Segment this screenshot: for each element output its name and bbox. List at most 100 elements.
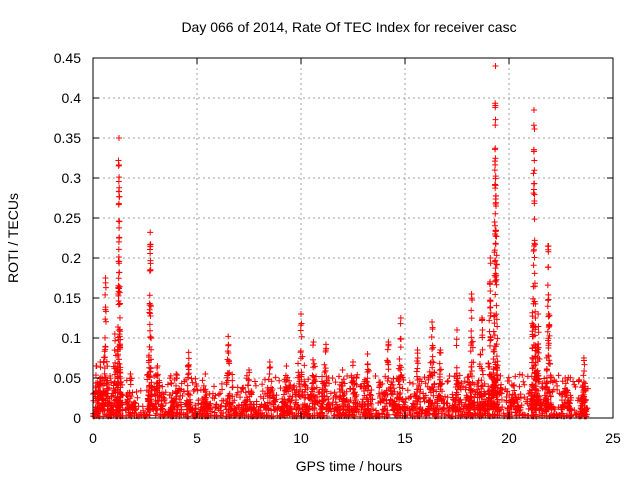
data-point: [173, 382, 180, 389]
chart-title: Day 066 of 2014, Rate Of TEC Index for r…: [181, 19, 516, 35]
data-point: [421, 374, 428, 381]
data-point: [146, 292, 153, 299]
data-point: [111, 380, 118, 387]
data-point: [480, 401, 487, 408]
data-point: [453, 370, 460, 377]
data-point: [581, 393, 588, 400]
data-point: [211, 383, 218, 390]
data-point: [181, 388, 188, 395]
data-point: [430, 392, 437, 399]
data-point: [102, 346, 109, 353]
data-point: [115, 188, 122, 195]
data-point: [377, 379, 384, 386]
data-point: [288, 405, 295, 412]
data-point: [310, 339, 317, 345]
data-point: [449, 391, 456, 398]
data-point: [436, 360, 443, 367]
data-point: [168, 405, 175, 412]
data-point: [579, 383, 586, 390]
data-point: [510, 383, 517, 389]
data-point: [307, 391, 314, 398]
data-point: [521, 394, 528, 401]
data-point: [376, 384, 383, 391]
data-point: [124, 396, 131, 403]
data-point: [487, 260, 494, 267]
data-point: [349, 411, 356, 418]
data-point: [467, 380, 474, 387]
data-point: [414, 354, 421, 361]
data-point: [185, 363, 192, 370]
data-point: [414, 373, 421, 380]
data-point: [302, 382, 309, 389]
data-point: [220, 409, 227, 416]
data-point: [534, 354, 541, 361]
y-axis-title: ROTI / TECUs: [5, 193, 21, 283]
data-point: [482, 412, 489, 419]
data-point: [349, 379, 356, 386]
data-point: [293, 406, 300, 413]
data-point: [544, 366, 551, 373]
data-point: [363, 378, 370, 385]
data-point: [427, 359, 434, 366]
data-point: [352, 403, 359, 410]
data-point: [225, 333, 232, 340]
data-point: [295, 360, 302, 367]
data-point: [117, 328, 124, 335]
data-point: [414, 389, 421, 396]
data-point: [271, 398, 278, 405]
data-point: [261, 401, 268, 408]
data-point: [397, 390, 404, 397]
data-point: [116, 224, 123, 231]
data-point: [542, 400, 549, 407]
data-point: [242, 406, 249, 413]
data-point: [114, 362, 121, 369]
data-point: [173, 409, 180, 416]
data-point: [115, 356, 122, 363]
data-point: [305, 376, 312, 383]
data-point: [582, 411, 589, 418]
data-point: [492, 122, 499, 129]
data-point: [282, 372, 289, 379]
data-point: [116, 373, 123, 380]
data-point: [517, 391, 524, 398]
data-point: [339, 389, 346, 396]
data-point: [365, 367, 372, 374]
data-point: [433, 406, 440, 413]
data-point: [101, 380, 108, 387]
data-point: [337, 393, 344, 400]
data-point: [531, 125, 538, 132]
data-point: [247, 398, 254, 405]
data-point: [159, 405, 166, 412]
data-point: [440, 396, 447, 403]
data-point: [490, 389, 497, 396]
data-point: [313, 384, 320, 391]
data-point: [115, 297, 122, 304]
data-point: [336, 373, 343, 380]
data-point: [125, 405, 132, 412]
data-point: [309, 400, 316, 407]
data-point: [531, 167, 538, 174]
data-point: [547, 403, 554, 410]
data-point: [425, 376, 432, 383]
data-point: [512, 373, 519, 380]
data-point: [404, 387, 411, 394]
data-point: [492, 100, 499, 107]
data-point: [310, 379, 317, 386]
data-point: [344, 372, 351, 379]
data-point: [445, 412, 452, 419]
data-point: [533, 376, 540, 383]
data-point: [110, 385, 117, 392]
data-point: [547, 372, 554, 379]
data-point: [107, 406, 114, 413]
data-point: [116, 289, 123, 296]
data-point: [145, 383, 152, 390]
data-point: [567, 406, 574, 413]
data-point: [531, 240, 538, 247]
y-tick-label: 0: [73, 410, 81, 426]
data-point: [461, 378, 468, 385]
data-point: [215, 391, 222, 398]
data-point: [348, 374, 355, 381]
data-point: [493, 316, 500, 323]
data-point: [429, 372, 436, 379]
data-point: [350, 389, 357, 396]
